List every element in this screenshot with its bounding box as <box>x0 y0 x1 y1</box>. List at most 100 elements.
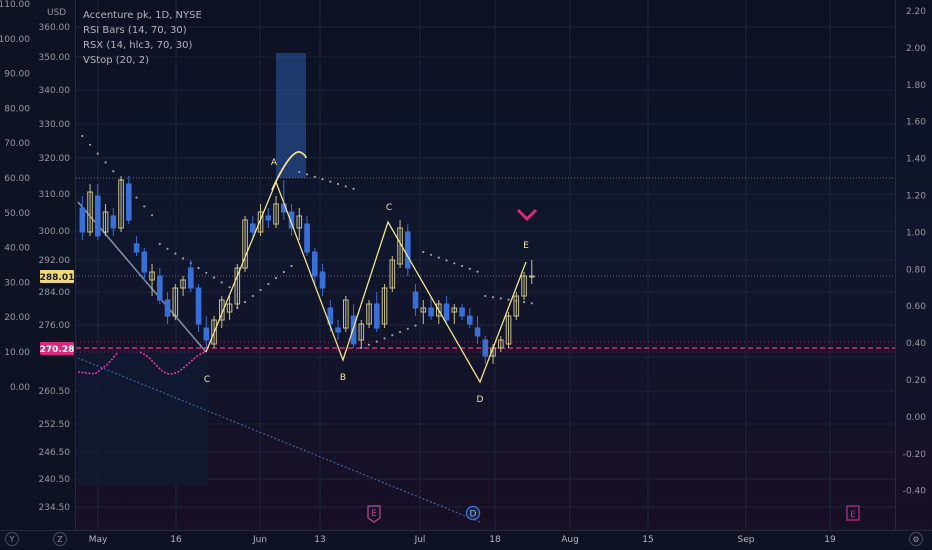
osc-left-tick: 0.00 <box>10 383 30 393</box>
oscillator-peak-curve <box>271 151 307 191</box>
symbol-line[interactable]: Accenture pk, 1D, NYSE <box>83 10 202 21</box>
current-price-badge <box>40 270 74 283</box>
time-tick: 13 <box>314 535 325 545</box>
candle-body <box>482 339 489 357</box>
osc-left-tick: 110.00 <box>0 0 30 10</box>
candle-body <box>374 303 380 329</box>
candle-body <box>467 315 473 325</box>
earnings-marker-2[interactable]: E <box>846 505 860 521</box>
vstop-dot <box>445 259 448 262</box>
candle-body <box>343 299 349 329</box>
candle-body <box>250 223 256 233</box>
grid-lines <box>76 0 895 530</box>
indicator-rsi-bars[interactable]: RSI Bars (14, 70, 30) <box>83 25 187 36</box>
vstop-dot <box>383 337 386 340</box>
osc-left-tick: 40.00 <box>4 244 30 254</box>
candle-body <box>102 211 109 233</box>
left-axis-panel <box>0 0 896 530</box>
vstop-dot <box>437 256 440 259</box>
time-axis: May 16 Jun 13 Jul 18 Aug 15 Sep 19 <box>0 530 932 550</box>
candle-body <box>180 279 186 289</box>
oscillator-right-axis: 2.20 2.00 1.80 1.60 1.40 1.20 1.00 0.80 0.60 0.40… <box>903 7 927 497</box>
vstop-dot <box>104 161 107 164</box>
osc-right-tick: -0.40 <box>903 487 927 497</box>
vstop-dot <box>228 286 231 289</box>
price-tick: 276.00 <box>39 321 71 331</box>
pattern-point-label: C <box>204 375 210 385</box>
vstop-dot <box>205 271 208 274</box>
indicator-rsx[interactable]: RSX (14, hlc3, 70, 30) <box>83 40 193 51</box>
vstop-dot <box>143 205 146 208</box>
candle-body <box>358 323 365 341</box>
osc-left-tick: 30.00 <box>4 278 30 288</box>
time-tick: 19 <box>824 535 836 545</box>
candle-body <box>211 319 217 345</box>
price-tick: 340.00 <box>39 86 71 96</box>
vstop-dot <box>174 252 177 255</box>
price-tick: 320.00 <box>39 154 71 164</box>
candle-body <box>257 211 264 233</box>
candles <box>79 176 535 364</box>
y-axis-button[interactable]: Y <box>5 532 19 546</box>
candle-body <box>366 303 372 325</box>
vstop-dot <box>282 270 285 274</box>
candle-body <box>87 191 93 233</box>
candle-body <box>118 179 124 229</box>
vstop-dot <box>197 266 200 270</box>
candle-body <box>513 295 520 317</box>
osc-left-tick: 50.00 <box>4 209 30 219</box>
vstop-dot <box>158 242 161 246</box>
time-tick: May <box>89 535 108 545</box>
candle-body <box>304 223 310 253</box>
candle-body <box>95 195 101 237</box>
price-tick: 300.00 <box>39 227 71 237</box>
svg-text:E: E <box>371 509 377 519</box>
vstop-dot <box>150 214 154 217</box>
candle-body <box>521 275 527 297</box>
time-tick: 15 <box>642 535 653 545</box>
time-tick: Sep <box>738 535 755 545</box>
rsx-curve-2 <box>139 351 207 375</box>
vstop-dot <box>422 250 425 254</box>
price-tick: 284.00 <box>39 288 71 298</box>
pattern-point-label: B <box>340 373 346 383</box>
vstop-dot <box>251 294 254 298</box>
candle-body <box>474 327 481 337</box>
down-chevron-icon <box>516 208 538 222</box>
candle-body <box>149 271 155 281</box>
vstop-dot <box>267 282 270 286</box>
price-tick: 330.00 <box>39 120 71 130</box>
pattern-labels: C A B C D E <box>204 158 529 405</box>
vstop-dot <box>305 173 309 176</box>
price-tick: 260.50 <box>39 387 71 397</box>
settings-gear-icon[interactable]: ⚙ <box>909 532 923 546</box>
price-badges: 288.01 270.28 <box>40 270 74 355</box>
candle-body <box>288 211 295 229</box>
price-tick: 252.50 <box>39 420 71 430</box>
vstop-dot <box>406 327 409 330</box>
chart-legend: Accenture pk, 1D, NYSE RSI Bars (14, 70,… <box>83 8 202 68</box>
vstop-dot <box>522 300 526 304</box>
candle-body <box>451 307 458 313</box>
svg-text:E: E <box>850 510 856 520</box>
vstop-dot <box>290 264 293 268</box>
candle-body <box>219 299 225 321</box>
osc-right-tick: 0.40 <box>906 339 926 349</box>
harmonic-pattern <box>205 180 527 384</box>
z-axis-button[interactable]: Z <box>53 532 67 546</box>
candle-body <box>296 215 303 229</box>
vstop-dot <box>476 270 479 273</box>
indicator-vstop[interactable]: VStop (20, 2) <box>83 55 150 66</box>
osc-left-tick: 20.00 <box>4 313 30 323</box>
vstop-dot <box>298 170 301 174</box>
dividend-marker[interactable]: D <box>465 505 481 521</box>
vstop-dot <box>96 152 99 155</box>
candle-body <box>141 251 148 273</box>
vstop-dot <box>274 276 278 280</box>
osc-left-tick: 90.00 <box>4 70 30 80</box>
vstop-dot <box>414 324 417 327</box>
candle-body <box>203 327 210 341</box>
earnings-marker-1[interactable]: E <box>367 505 381 523</box>
osc-right-tick: 1.00 <box>906 228 926 238</box>
